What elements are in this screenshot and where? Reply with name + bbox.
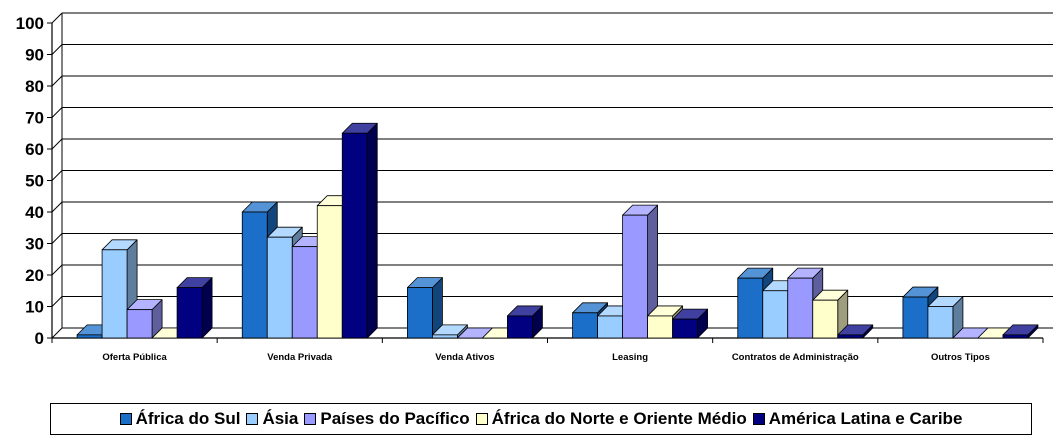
bar (622, 204, 658, 339)
legend-swatch (752, 413, 765, 425)
bar (787, 267, 824, 339)
y-tick-label: 90 (25, 46, 44, 65)
legend-item: África do Norte e Oriente Médio (475, 409, 747, 429)
y-tick-label: 30 (25, 235, 44, 254)
bar (812, 289, 849, 339)
bar (672, 308, 708, 339)
gridline-connector (51, 138, 63, 150)
gridline-connector (51, 327, 63, 339)
y-tick-label: 50 (25, 172, 44, 191)
y-tick-label: 60 (25, 140, 44, 159)
axes (47, 13, 1044, 343)
y-tick-label: 0 (35, 329, 44, 348)
category-label: Oferta Pública (102, 352, 167, 363)
gridline-connector (51, 264, 63, 276)
y-tick-label: 10 (25, 298, 44, 317)
bar (407, 277, 443, 339)
gridline-connector (51, 170, 63, 181)
legend-label: Países do Pacífico (320, 409, 470, 428)
bar (432, 324, 468, 339)
gridline-connector (51, 107, 63, 118)
legend-item: África do Sul (119, 409, 241, 429)
category-label: Contratos de Administração (732, 352, 859, 363)
legend-item: Ásia (246, 409, 298, 429)
y-tick-label: 100 (16, 14, 44, 33)
gridline-connector (51, 201, 63, 213)
legend-swatch (475, 413, 488, 425)
bar (341, 122, 378, 339)
bar (837, 324, 874, 339)
legend-swatch (304, 413, 317, 425)
y-tick-labels: 0 10 20 30 40 50 60 70 80 90 100 (16, 14, 44, 348)
gridlines (51, 12, 1053, 339)
gridline-connector (51, 75, 63, 87)
gridline-connector (51, 233, 63, 244)
bar (126, 299, 163, 339)
gridline-connector (51, 296, 63, 307)
legend-item: América Latina e Caribe (752, 409, 963, 429)
legend-label: Ásia (262, 409, 299, 428)
bar (507, 305, 543, 339)
gridline-connector (51, 12, 63, 24)
legend-label: África do Sul (135, 409, 241, 428)
category-label: Outros Tipos (931, 352, 990, 363)
category-labels: Oferta Pública Venda Privada Venda Ativos L… (102, 352, 990, 363)
legend-item: Países do Pacífico (304, 409, 470, 429)
y-tick-label: 40 (25, 203, 44, 222)
y-tick-label: 20 (25, 266, 44, 285)
y-tick-label: 80 (25, 77, 44, 96)
category-label: Venda Privada (267, 352, 333, 363)
gridline-connector (51, 44, 63, 55)
legend-swatch (119, 413, 132, 425)
y-tick-label: 70 (25, 109, 44, 128)
category-label: Leasing (612, 352, 648, 363)
legend-swatch (246, 413, 259, 425)
bar (927, 296, 964, 339)
bars (76, 122, 1039, 339)
bar-chart: 0 10 20 30 40 50 60 70 80 90 100 Oferta Pública Ven… (16, 12, 1053, 363)
bar (1002, 324, 1039, 339)
legend-label: América Latina e Caribe (768, 409, 963, 428)
legend: África do Sul Ásia Países do Pacífico Áfric… (50, 403, 1032, 435)
category-label: Venda Ativos (435, 352, 494, 363)
bar (176, 277, 213, 339)
legend-label: África do Norte e Oriente Médio (491, 409, 747, 428)
